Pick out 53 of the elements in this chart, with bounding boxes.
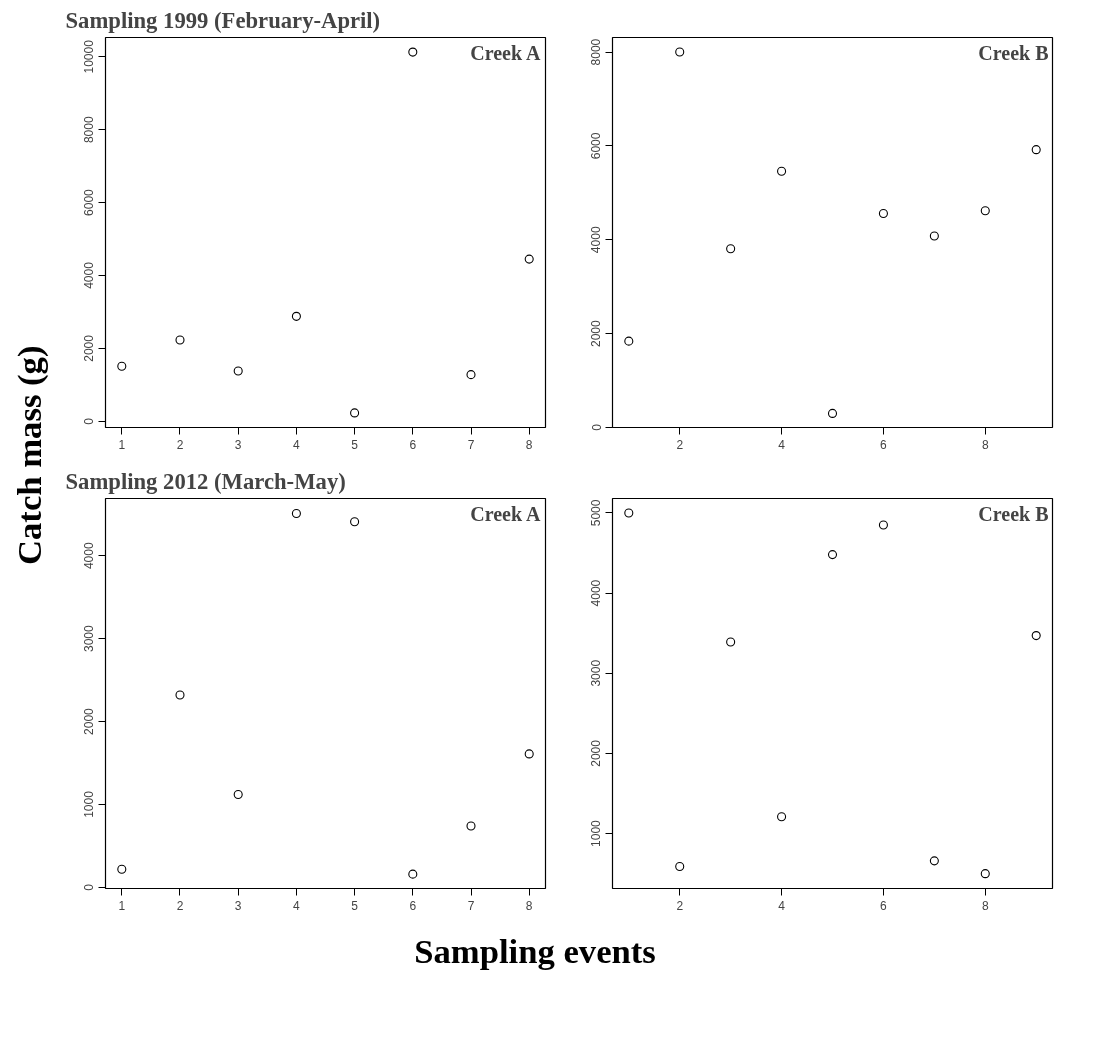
x-tick-label: 7 bbox=[467, 437, 475, 452]
y-tick-label: 3000 bbox=[589, 659, 604, 687]
x-tick-label: 2 bbox=[676, 437, 684, 452]
y-tick-label: 6000 bbox=[589, 132, 604, 160]
x-tick-label: 3 bbox=[234, 898, 242, 913]
x-tick-label: 2 bbox=[676, 898, 684, 913]
x-tick-label: 6 bbox=[409, 898, 417, 913]
y-tick-label: 5000 bbox=[589, 499, 604, 527]
x-tick-label: 5 bbox=[351, 437, 359, 452]
y-tick-label: 4000 bbox=[589, 226, 604, 254]
y-tick-label: 0 bbox=[589, 423, 604, 431]
x-tick-label: 2 bbox=[176, 437, 184, 452]
y-tick-label: 2000 bbox=[589, 319, 604, 347]
x-tick-label: 7 bbox=[467, 898, 475, 913]
x-tick-label: 2 bbox=[176, 898, 184, 913]
y-tick-label: 1000 bbox=[589, 819, 604, 847]
annotation: Creek B bbox=[978, 41, 1049, 64]
annotation: Creek B bbox=[978, 502, 1049, 525]
y-tick-label: 4000 bbox=[82, 542, 97, 570]
x-tick-label: 5 bbox=[351, 898, 359, 913]
chart-title: Sampling 1999 (February-April) bbox=[65, 7, 381, 33]
y-tick-label: 2000 bbox=[82, 334, 97, 362]
x-tick-label: 8 bbox=[981, 437, 989, 452]
y-axis-title: Catch mass (g) bbox=[9, 345, 49, 565]
y-tick-label: 8000 bbox=[589, 38, 604, 66]
y-tick-label: 2000 bbox=[589, 739, 604, 767]
y-tick-label: 0 bbox=[82, 417, 97, 425]
x-tick-label: 1 bbox=[118, 898, 126, 913]
y-tick-label: 1000 bbox=[82, 790, 97, 818]
x-tick-label: 4 bbox=[778, 437, 786, 452]
y-tick-label: 4000 bbox=[82, 261, 97, 289]
x-tick-label: 4 bbox=[293, 898, 301, 913]
y-tick-label: 10000 bbox=[82, 39, 97, 74]
y-tick-label: 3000 bbox=[82, 624, 97, 652]
x-tick-label: 6 bbox=[880, 898, 888, 913]
x-tick-label: 1 bbox=[118, 437, 126, 452]
x-tick-label: 8 bbox=[981, 898, 989, 913]
y-tick-label: 8000 bbox=[82, 116, 97, 144]
x-tick-label: 6 bbox=[880, 437, 888, 452]
y-tick-label: 0 bbox=[82, 883, 97, 891]
annotation: Creek A bbox=[470, 502, 541, 525]
y-tick-label: 2000 bbox=[82, 707, 97, 735]
x-tick-label: 8 bbox=[525, 437, 533, 452]
x-tick-label: 6 bbox=[409, 437, 417, 452]
chart-title: Sampling 2012 (March-May) bbox=[65, 468, 346, 494]
x-tick-label: 3 bbox=[234, 437, 242, 452]
x-tick-label: 8 bbox=[525, 898, 533, 913]
annotation: Creek A bbox=[470, 41, 541, 64]
x-tick-label: 4 bbox=[778, 898, 786, 913]
x-axis-title: Sampling events bbox=[414, 931, 656, 972]
y-tick-label: 6000 bbox=[82, 188, 97, 216]
x-tick-label: 4 bbox=[293, 437, 301, 452]
y-tick-label: 4000 bbox=[589, 579, 604, 607]
